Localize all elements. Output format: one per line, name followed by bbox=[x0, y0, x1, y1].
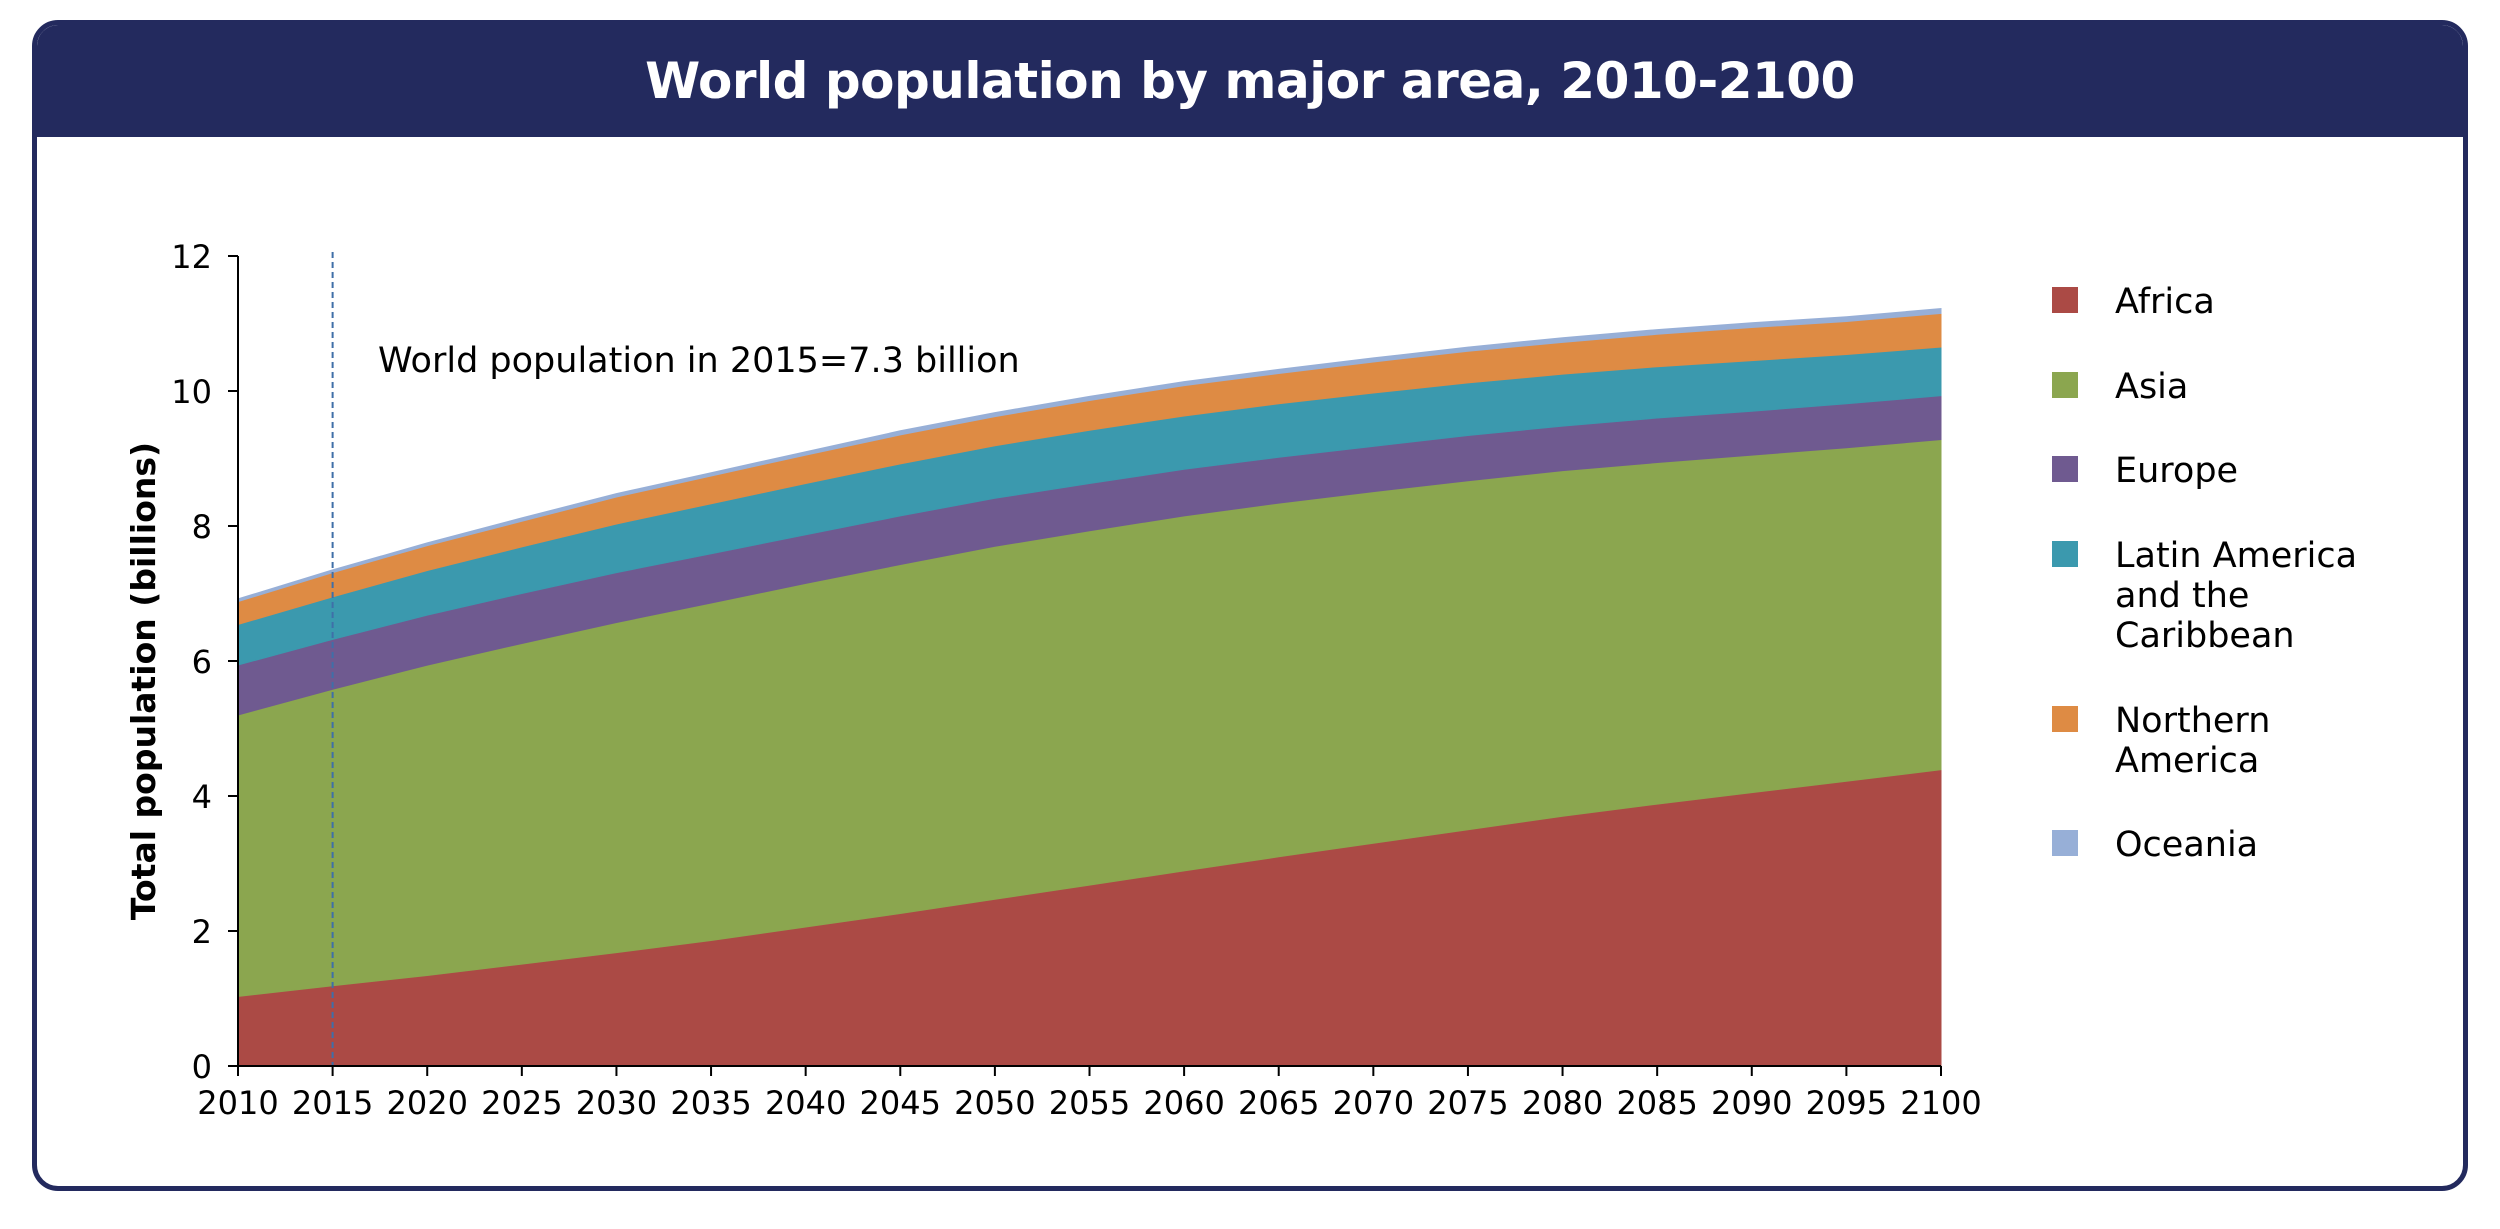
x-tick-label: 2070 bbox=[1333, 1084, 1414, 1122]
legend-label: Europe bbox=[2115, 451, 2238, 491]
y-tick-label: 8 bbox=[192, 508, 212, 546]
title-bar: World population by major area, 2010-210… bbox=[37, 25, 2463, 137]
x-tick-label: 2085 bbox=[1616, 1084, 1697, 1122]
legend-label-line: America bbox=[2115, 741, 2259, 781]
x-tick-label: 2015 bbox=[292, 1084, 373, 1122]
y-tick-label: 6 bbox=[192, 643, 212, 681]
legend-label-line: Africa bbox=[2115, 282, 2215, 322]
x-tick-label: 2090 bbox=[1711, 1084, 1792, 1122]
legend-label: Oceania bbox=[2115, 825, 2258, 865]
x-tick-label: 2075 bbox=[1427, 1084, 1508, 1122]
legend-label-line: Europe bbox=[2115, 451, 2238, 491]
legend-swatch bbox=[2052, 830, 2078, 856]
x-tick-label: 2060 bbox=[1143, 1084, 1224, 1122]
area-oceania bbox=[237, 308, 1942, 603]
y-tick-label: 12 bbox=[171, 238, 212, 276]
legend-label-line: Latin America bbox=[2115, 536, 2357, 576]
y-tick-label: 10 bbox=[171, 373, 212, 411]
y-tick-label: 2 bbox=[192, 913, 212, 951]
legend-label: Latin America and the Caribbean bbox=[2115, 536, 2357, 656]
y-tick-label: 0 bbox=[192, 1048, 212, 1086]
legend-swatch bbox=[2052, 706, 2078, 732]
x-tick-label: 2035 bbox=[670, 1084, 751, 1122]
legend-swatch bbox=[2052, 456, 2078, 482]
x-tick-label: 2055 bbox=[1049, 1084, 1130, 1122]
y-tick-label: 4 bbox=[192, 778, 212, 816]
x-tick-label: 2010 bbox=[197, 1084, 278, 1122]
legend-swatch bbox=[2052, 541, 2078, 567]
legend-label: Asia bbox=[2115, 367, 2188, 407]
legend-label: Northern America bbox=[2115, 701, 2270, 781]
chart-title: World population by major area, 2010-210… bbox=[645, 52, 1855, 110]
legend-label-line: Northern bbox=[2115, 701, 2270, 741]
legend-label-line: and the bbox=[2115, 576, 2249, 616]
legend-swatch bbox=[2052, 287, 2078, 313]
x-tick-label: 2080 bbox=[1522, 1084, 1603, 1122]
x-tick-label: 2100 bbox=[1900, 1084, 1981, 1122]
legend-label: Africa bbox=[2115, 282, 2215, 322]
legend-label-line: Asia bbox=[2115, 367, 2188, 407]
legend-label-line: Oceania bbox=[2115, 825, 2258, 865]
x-tick-label: 2050 bbox=[954, 1084, 1035, 1122]
x-tick-label: 2040 bbox=[765, 1084, 846, 1122]
x-tick-label: 2030 bbox=[576, 1084, 657, 1122]
x-tick-label: 2020 bbox=[387, 1084, 468, 1122]
y-axis-title: Total population (billions) bbox=[124, 442, 163, 920]
legend-swatch bbox=[2052, 372, 2078, 398]
x-tick-label: 2045 bbox=[860, 1084, 941, 1122]
x-tick-label: 2095 bbox=[1806, 1084, 1887, 1122]
annotation-text: World population in 2015=7.3 billion bbox=[378, 341, 1020, 381]
x-tick-label: 2065 bbox=[1238, 1084, 1319, 1122]
x-tick-label: 2025 bbox=[481, 1084, 562, 1122]
legend-label-line: Caribbean bbox=[2115, 616, 2295, 656]
